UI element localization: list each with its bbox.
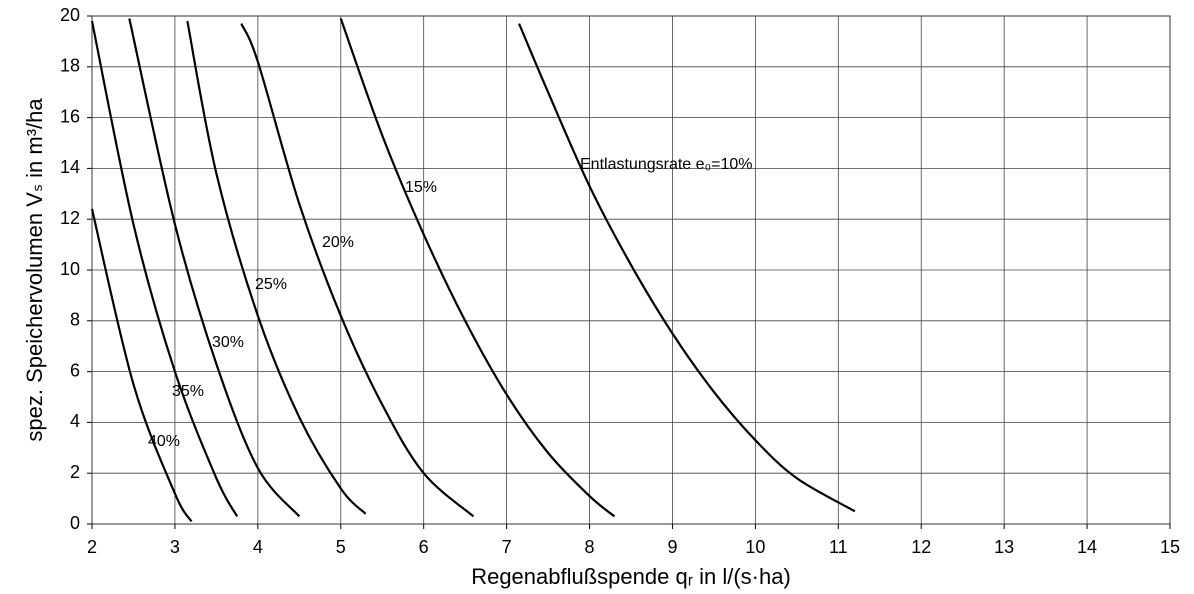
x-tick-label: 5 <box>336 537 346 557</box>
x-tick-label: 12 <box>911 537 931 557</box>
y-tick-label: 8 <box>70 310 80 330</box>
x-tick-label: 10 <box>745 537 765 557</box>
y-tick-label: 4 <box>70 411 80 431</box>
curve <box>128 18 301 518</box>
y-tick-label: 14 <box>60 157 80 177</box>
x-tick-label: 4 <box>253 537 263 557</box>
curve-label: 25% <box>255 276 287 293</box>
curve-label: 20% <box>322 234 354 251</box>
x-tick-label: 14 <box>1077 537 1097 557</box>
curve <box>518 23 856 513</box>
x-tick-label: 9 <box>667 537 677 557</box>
x-tick-label: 13 <box>994 537 1014 557</box>
curve-label: 40% <box>148 433 180 450</box>
x-tick-label: 8 <box>585 537 595 557</box>
x-tick-label: 7 <box>502 537 512 557</box>
y-tick-label: 6 <box>70 360 80 380</box>
curve <box>90 20 239 517</box>
x-tick-label: 2 <box>87 537 97 557</box>
y-tick-label: 20 <box>60 5 80 25</box>
curve-label: 15% <box>405 179 437 196</box>
curve <box>186 20 367 515</box>
x-tick-label: 15 <box>1160 537 1180 557</box>
y-tick-label: 2 <box>70 462 80 482</box>
x-tick-label: 11 <box>829 537 848 557</box>
x-tick-label: 6 <box>419 537 429 557</box>
curve <box>339 18 616 518</box>
x-axis-title: Regenabflußspende qᵣ in l/(s·ha) <box>471 564 791 589</box>
y-tick-label: 18 <box>60 56 80 76</box>
y-tick-label: 10 <box>60 259 80 279</box>
curve-label: 35% <box>172 383 204 400</box>
curve-label: Entlastungsrate e₀=10% <box>580 156 753 173</box>
curve-label: 30% <box>212 334 244 351</box>
y-tick-label: 16 <box>60 106 80 126</box>
curve <box>240 23 475 518</box>
y-tick-label: 0 <box>70 513 80 533</box>
x-tick-label: 3 <box>170 537 180 557</box>
curve <box>90 208 193 523</box>
y-tick-label: 12 <box>60 208 80 228</box>
y-axis-title: spez. Speichervolumen Vₛ in m³/ha <box>22 98 47 442</box>
